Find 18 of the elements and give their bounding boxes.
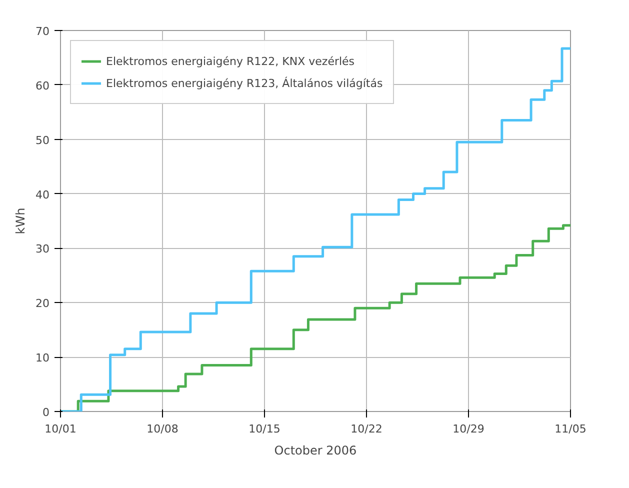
y-tick-label: 60 [36,79,50,92]
x-tick-label: 10/22 [350,422,382,436]
x-tick-label: 10/29 [452,422,484,436]
y-tick-label: 40 [36,188,50,202]
x-tick-label: 10/15 [248,422,280,436]
y-tick-label: 10 [36,352,50,365]
x-tick-label: 11/05 [554,422,586,436]
legend-label: Elektromos energiaigény R123, Általános világítás [106,76,383,90]
x-axis-title: October 2006 [274,444,357,458]
y-tick-label: 50 [36,134,50,147]
x-tick-label: 10/01 [44,422,76,436]
y-tick-label: 30 [36,242,50,256]
y-axis-title: kWh [14,208,28,234]
x-tick-label: 10/08 [146,422,178,436]
y-tick-label: 70 [36,25,50,38]
legend-label: Elektromos energiaigény R122, KNX vezérlés [106,54,355,68]
y-tick-label: 0 [42,406,50,419]
y-tick-label: 20 [36,297,50,310]
